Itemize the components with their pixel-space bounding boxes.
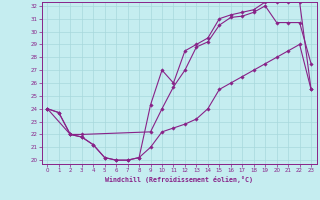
X-axis label: Windchill (Refroidissement éolien,°C): Windchill (Refroidissement éolien,°C) [105,176,253,183]
